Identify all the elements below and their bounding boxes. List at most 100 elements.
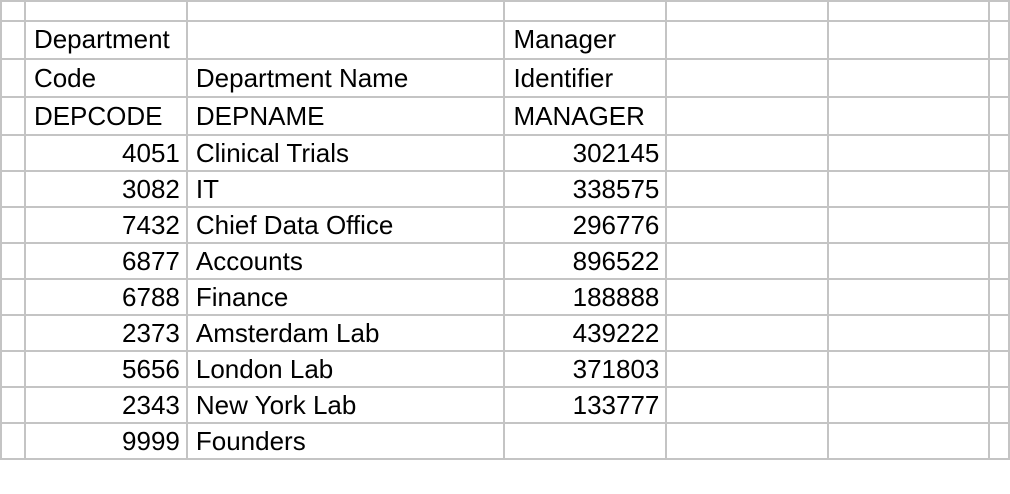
cell[interactable] bbox=[988, 96, 1010, 136]
cell[interactable] bbox=[0, 206, 26, 244]
manager-cell[interactable]: 296776 bbox=[503, 206, 668, 244]
cell[interactable] bbox=[988, 20, 1010, 60]
field-cell-depname[interactable]: DEPNAME bbox=[185, 96, 506, 136]
cell[interactable] bbox=[665, 58, 829, 98]
cell[interactable] bbox=[826, 422, 991, 460]
cell[interactable] bbox=[826, 58, 991, 98]
cell[interactable] bbox=[988, 0, 1010, 22]
cell[interactable] bbox=[988, 134, 1010, 172]
dept-name-cell[interactable]: New York Lab bbox=[185, 386, 506, 424]
cell[interactable] bbox=[665, 278, 829, 316]
header-cell-manager[interactable]: Manager bbox=[503, 20, 668, 60]
header-cell-department-name[interactable]: Department Name bbox=[185, 58, 506, 98]
cell[interactable] bbox=[665, 134, 829, 172]
cell[interactable] bbox=[665, 0, 829, 22]
header-cell-department[interactable]: Department bbox=[23, 20, 188, 60]
manager-cell[interactable]: 302145 bbox=[503, 134, 668, 172]
cell[interactable] bbox=[0, 278, 26, 316]
table-row: 2343 New York Lab 133777 bbox=[0, 386, 1010, 424]
cell[interactable] bbox=[665, 350, 829, 388]
cell[interactable] bbox=[988, 206, 1010, 244]
manager-cell[interactable]: 439222 bbox=[503, 314, 668, 352]
cell[interactable] bbox=[0, 170, 26, 208]
cell[interactable] bbox=[988, 58, 1010, 98]
dept-code-cell[interactable]: 6877 bbox=[23, 242, 188, 280]
spreadsheet-grid: Department Manager Code Department Name … bbox=[0, 0, 1010, 460]
cell[interactable] bbox=[988, 314, 1010, 352]
cell[interactable] bbox=[826, 96, 991, 136]
field-cell-manager[interactable]: MANAGER bbox=[503, 96, 668, 136]
cell[interactable] bbox=[826, 278, 991, 316]
cell[interactable] bbox=[826, 170, 991, 208]
dept-code-cell[interactable]: 9999 bbox=[23, 422, 188, 460]
cell[interactable] bbox=[826, 350, 991, 388]
cell[interactable] bbox=[826, 242, 991, 280]
cell[interactable] bbox=[665, 20, 829, 60]
cell[interactable] bbox=[23, 0, 188, 22]
cell[interactable] bbox=[826, 206, 991, 244]
cell[interactable] bbox=[0, 242, 26, 280]
cell[interactable] bbox=[665, 206, 829, 244]
table-row: 7432 Chief Data Office 296776 bbox=[0, 206, 1010, 244]
header-row-2: Code Department Name Identifier bbox=[0, 58, 1010, 98]
manager-cell[interactable]: 133777 bbox=[503, 386, 668, 424]
dept-name-cell[interactable]: Chief Data Office bbox=[185, 206, 506, 244]
cell[interactable] bbox=[0, 0, 26, 22]
cell[interactable] bbox=[665, 386, 829, 424]
dept-name-cell[interactable]: London Lab bbox=[185, 350, 506, 388]
cell[interactable] bbox=[0, 386, 26, 424]
cell[interactable] bbox=[0, 134, 26, 172]
dept-name-cell[interactable]: Finance bbox=[185, 278, 506, 316]
cell[interactable] bbox=[185, 0, 506, 22]
cell[interactable] bbox=[988, 422, 1010, 460]
cell[interactable] bbox=[988, 242, 1010, 280]
cell[interactable] bbox=[826, 20, 991, 60]
manager-cell[interactable] bbox=[503, 422, 668, 460]
cell[interactable] bbox=[0, 58, 26, 98]
cell[interactable] bbox=[988, 350, 1010, 388]
cell[interactable] bbox=[826, 134, 991, 172]
manager-cell[interactable]: 188888 bbox=[503, 278, 668, 316]
cell[interactable] bbox=[826, 314, 991, 352]
cell[interactable] bbox=[665, 422, 829, 460]
dept-code-cell[interactable]: 2343 bbox=[23, 386, 188, 424]
cell[interactable] bbox=[0, 350, 26, 388]
header-cell-code[interactable]: Code bbox=[23, 58, 188, 98]
dept-code-cell[interactable]: 5656 bbox=[23, 350, 188, 388]
cell[interactable] bbox=[0, 314, 26, 352]
cell[interactable] bbox=[0, 20, 26, 60]
dept-code-cell[interactable]: 4051 bbox=[23, 134, 188, 172]
cell[interactable] bbox=[665, 314, 829, 352]
cell[interactable] bbox=[503, 0, 668, 22]
cell[interactable] bbox=[665, 242, 829, 280]
table-row: 6877 Accounts 896522 bbox=[0, 242, 1010, 280]
dept-name-cell[interactable]: Accounts bbox=[185, 242, 506, 280]
header-cell-identifier[interactable]: Identifier bbox=[503, 58, 668, 98]
cell[interactable] bbox=[988, 278, 1010, 316]
dept-name-cell[interactable]: IT bbox=[185, 170, 506, 208]
manager-cell[interactable]: 371803 bbox=[503, 350, 668, 388]
cell[interactable] bbox=[988, 170, 1010, 208]
cell[interactable] bbox=[185, 20, 506, 60]
cell[interactable] bbox=[665, 170, 829, 208]
table-row: 9999 Founders bbox=[0, 422, 1010, 460]
dept-name-cell[interactable]: Amsterdam Lab bbox=[185, 314, 506, 352]
header-row-fields: DEPCODE DEPNAME MANAGER bbox=[0, 96, 1010, 136]
dept-name-cell[interactable]: Clinical Trials bbox=[185, 134, 506, 172]
dept-code-cell[interactable]: 3082 bbox=[23, 170, 188, 208]
dept-name-cell[interactable]: Founders bbox=[185, 422, 506, 460]
dept-code-cell[interactable]: 2373 bbox=[23, 314, 188, 352]
dept-code-cell[interactable]: 6788 bbox=[23, 278, 188, 316]
cell[interactable] bbox=[826, 386, 991, 424]
dept-code-cell[interactable]: 7432 bbox=[23, 206, 188, 244]
cell[interactable] bbox=[826, 0, 991, 22]
manager-cell[interactable]: 896522 bbox=[503, 242, 668, 280]
cell[interactable] bbox=[0, 96, 26, 136]
header-row-1: Department Manager bbox=[0, 20, 1010, 60]
table-row: 6788 Finance 188888 bbox=[0, 278, 1010, 316]
cell[interactable] bbox=[0, 422, 26, 460]
cell[interactable] bbox=[665, 96, 829, 136]
manager-cell[interactable]: 338575 bbox=[503, 170, 668, 208]
cell[interactable] bbox=[988, 386, 1010, 424]
field-cell-depcode[interactable]: DEPCODE bbox=[23, 96, 188, 136]
